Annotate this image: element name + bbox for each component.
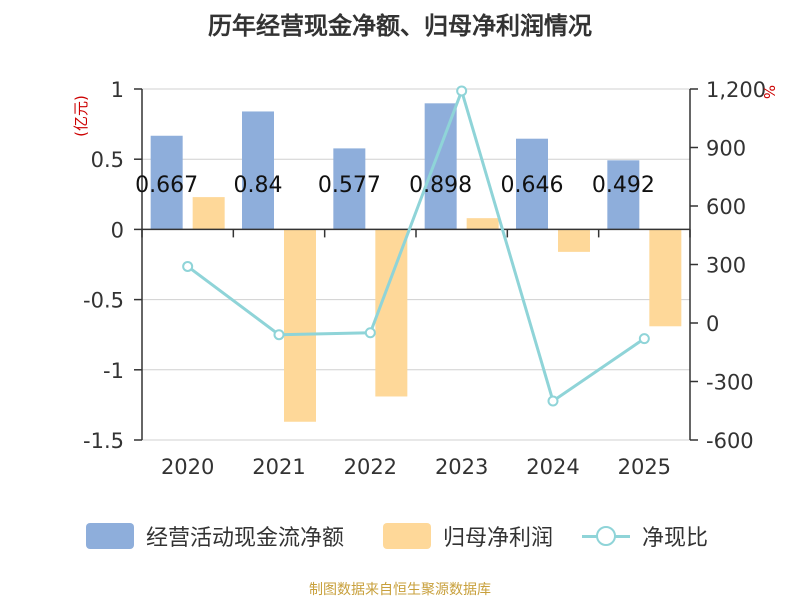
legend-label-ratio: 净现比 <box>642 526 709 551</box>
legend-label-cash: 经营活动现金流净额 <box>146 526 345 551</box>
legend-item-cash[interactable]: 经营活动现金流净额 <box>86 516 344 556</box>
bar-cash-2020 <box>150 135 183 230</box>
bar-cash-2024 <box>516 138 548 230</box>
x-tick-label: 2025 <box>618 455 671 479</box>
x-tick-label: 2022 <box>344 455 397 479</box>
data-label-cash-2020: 0.667 <box>135 173 198 198</box>
x-tick-label: 2020 <box>161 455 214 479</box>
point-ratio-2020 <box>182 260 194 272</box>
left-tick-label: -0.5 <box>83 289 124 313</box>
legend-swatch-profit <box>383 523 431 549</box>
source-note: 制图数据来自恒生聚源数据库 <box>309 582 491 598</box>
right-tick-label: 300 <box>706 254 746 278</box>
legend-item-ratio[interactable]: 净现比 <box>582 516 708 556</box>
point-ratio-2022 <box>364 327 376 339</box>
left-tick-label: -1.5 <box>83 429 124 453</box>
left-tick-label: 0 <box>111 218 124 242</box>
chart-title: 历年经营现金净额、归母净利润情况 <box>208 12 592 40</box>
bar-profit-2022 <box>375 229 408 397</box>
legend-swatch-ratio <box>582 523 630 549</box>
data-label-cash-2022: 0.577 <box>318 173 381 198</box>
point-ratio-2021 <box>273 329 285 341</box>
right-tick-label: -300 <box>706 371 754 395</box>
bar-cash-2022 <box>333 148 366 230</box>
legend-item-profit[interactable]: 归母净利润 <box>383 516 553 556</box>
bar-cash-2025 <box>607 160 640 230</box>
left-axis-unit: (亿元) <box>72 95 90 137</box>
line-ratio <box>186 86 646 404</box>
legend-label-profit: 归母净利润 <box>443 526 554 551</box>
left-tick-label: -1 <box>103 359 124 383</box>
right-tick-label: 600 <box>706 195 746 219</box>
data-label-cash-2021: 0.84 <box>234 173 283 198</box>
point-ratio-2024 <box>547 395 559 407</box>
right-tick-label: 900 <box>706 137 746 161</box>
data-label-cash-2025: 0.492 <box>592 173 655 198</box>
right-tick-label: -600 <box>706 429 754 453</box>
bar-profit-2020 <box>192 197 225 230</box>
data-label-cash-2023: 0.898 <box>409 173 472 198</box>
bar-profit-2021 <box>284 229 316 422</box>
data-label-cash-2024: 0.646 <box>501 173 564 198</box>
right-tick-label: 0 <box>706 312 719 336</box>
left-tick-label: 0.5 <box>91 148 124 172</box>
point-ratio-2025 <box>638 333 650 345</box>
right-tick-label: 1,200 <box>706 78 766 102</box>
bar-profit-2024 <box>558 229 590 252</box>
left-tick-label: 1 <box>111 78 124 102</box>
x-tick-label: 2021 <box>252 455 305 479</box>
x-tick-label: 2023 <box>435 455 488 479</box>
bar-profit-2023 <box>466 218 499 230</box>
bar-cash-2021 <box>242 111 274 230</box>
point-ratio-2023 <box>456 85 468 97</box>
bar-cash-2023 <box>424 103 457 230</box>
right-axis-unit: % <box>760 85 778 99</box>
x-tick-label: 2024 <box>526 455 579 479</box>
legend-swatch-cash <box>86 523 134 549</box>
legend: 经营活动现金流净额 归母净利润 净现比 <box>0 516 800 556</box>
bar-profit-2025 <box>649 229 682 327</box>
